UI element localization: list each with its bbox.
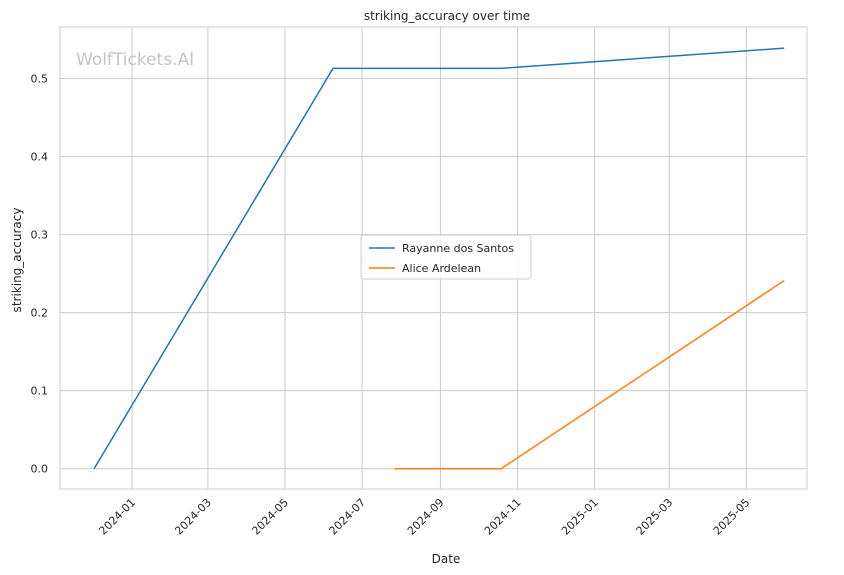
watermark: WolfTickets.AI: [76, 50, 194, 70]
y-tick-label: 0.4: [31, 151, 49, 164]
y-tick-label: 0.2: [31, 307, 49, 320]
chart-title: striking_accuracy over time: [364, 9, 530, 23]
plot-area: WolfTickets.AI: [59, 26, 808, 490]
x-tick-label: 2024-05: [249, 496, 291, 538]
x-tick-label: 2025-01: [559, 496, 601, 538]
y-tick-label: 0.0: [31, 463, 49, 476]
legend-box: [360, 234, 532, 280]
series-lines: [93, 47, 785, 470]
x-tick-label: 2024-07: [327, 496, 369, 538]
x-tick-label: 2024-01: [96, 496, 138, 538]
y-axis: 0.0 0.1 0.2 0.3 0.4 0.5: [31, 73, 49, 476]
y-tick-label: 0.3: [31, 229, 49, 242]
legend: Rayanne dos Santos Alice Ardelean: [360, 234, 532, 280]
x-tick-label: 2025-05: [711, 496, 753, 538]
series-line-1: [93, 47, 785, 470]
x-tick-label: 2025-03: [634, 496, 676, 538]
y-axis-label: striking_accuracy: [10, 208, 24, 313]
x-axis: 2024-01 2024-03 2024-05 2024-07 2024-09 2024-…: [96, 496, 752, 538]
y-tick-label: 0.5: [31, 73, 49, 86]
x-axis-label: Date: [432, 552, 461, 566]
y-tick-label: 0.1: [31, 385, 49, 398]
legend-entry: Rayanne dos Santos: [402, 242, 514, 255]
x-tick-label: 2024-03: [172, 496, 214, 538]
x-tick-label: 2024-09: [405, 496, 447, 538]
series-line-2: [394, 279, 785, 470]
legend-entry: Alice Ardelean: [402, 262, 481, 275]
x-tick-label: 2024-11: [482, 496, 524, 538]
